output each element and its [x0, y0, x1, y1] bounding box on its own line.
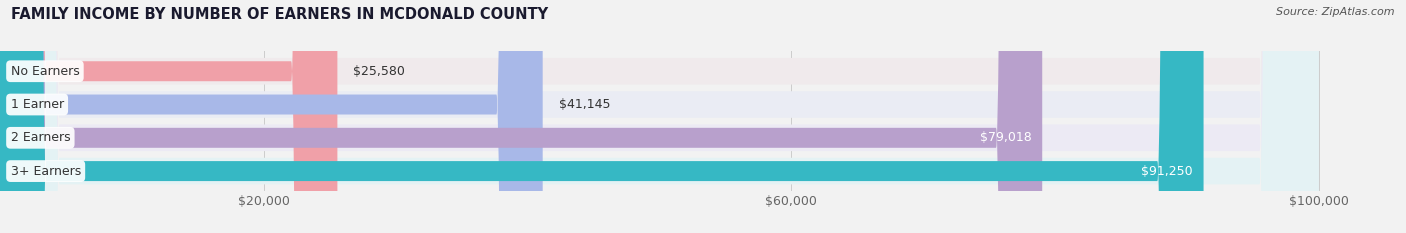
Text: 3+ Earners: 3+ Earners — [11, 164, 80, 178]
Text: $41,145: $41,145 — [558, 98, 610, 111]
Text: No Earners: No Earners — [11, 65, 79, 78]
Text: 1 Earner: 1 Earner — [11, 98, 63, 111]
FancyBboxPatch shape — [0, 0, 543, 233]
Text: Source: ZipAtlas.com: Source: ZipAtlas.com — [1277, 7, 1395, 17]
FancyBboxPatch shape — [0, 0, 1319, 233]
Text: FAMILY INCOME BY NUMBER OF EARNERS IN MCDONALD COUNTY: FAMILY INCOME BY NUMBER OF EARNERS IN MC… — [11, 7, 548, 22]
FancyBboxPatch shape — [0, 0, 1204, 233]
Text: $91,250: $91,250 — [1142, 164, 1194, 178]
Text: 2 Earners: 2 Earners — [11, 131, 70, 144]
Text: $25,580: $25,580 — [353, 65, 405, 78]
FancyBboxPatch shape — [0, 0, 1319, 233]
FancyBboxPatch shape — [0, 0, 1319, 233]
Text: $79,018: $79,018 — [980, 131, 1032, 144]
FancyBboxPatch shape — [0, 0, 337, 233]
FancyBboxPatch shape — [0, 0, 1319, 233]
FancyBboxPatch shape — [0, 0, 1042, 233]
